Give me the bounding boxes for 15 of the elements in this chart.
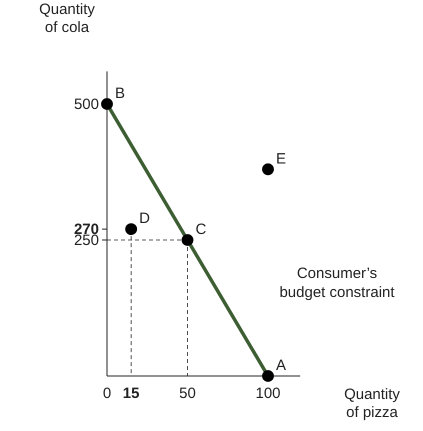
annotation: A xyxy=(276,357,286,374)
x-tick-label: 15 xyxy=(122,385,140,402)
x-tick-label: 0 xyxy=(102,385,112,402)
annotation: B xyxy=(115,85,126,102)
x-tick-label: 50 xyxy=(179,385,196,402)
x-axis-title: Quantity of pizza xyxy=(344,386,400,421)
y-tick-label: 500 xyxy=(74,96,99,113)
annotation: D xyxy=(139,210,150,228)
y-axis-title: Quantity of cola xyxy=(39,1,96,36)
point xyxy=(262,163,274,176)
x-tick-label: 100 xyxy=(255,385,281,402)
point xyxy=(125,223,138,236)
annotation: C xyxy=(196,221,206,238)
annotation: Consumer’s budget constraint xyxy=(279,265,396,301)
annotation: E xyxy=(276,150,286,168)
